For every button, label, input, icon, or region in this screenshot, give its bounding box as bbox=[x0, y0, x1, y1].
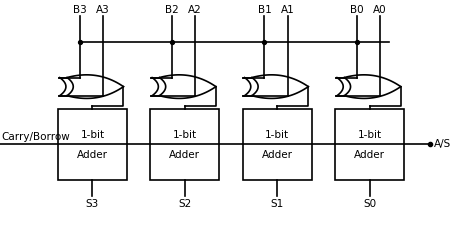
Text: Adder: Adder bbox=[77, 150, 108, 160]
Text: B3: B3 bbox=[73, 5, 87, 15]
Text: S1: S1 bbox=[271, 199, 284, 209]
Text: B0: B0 bbox=[350, 5, 364, 15]
Text: 1-bit: 1-bit bbox=[358, 130, 382, 140]
Text: 1-bit: 1-bit bbox=[173, 130, 197, 140]
Text: A2: A2 bbox=[188, 5, 202, 15]
Text: Adder: Adder bbox=[262, 150, 293, 160]
Bar bbox=[336, 109, 404, 180]
Text: 1-bit: 1-bit bbox=[265, 130, 289, 140]
Text: S2: S2 bbox=[178, 199, 191, 209]
Bar bbox=[58, 109, 127, 180]
Text: Adder: Adder bbox=[354, 150, 385, 160]
Text: S0: S0 bbox=[363, 199, 376, 209]
Text: Adder: Adder bbox=[169, 150, 201, 160]
Text: A0: A0 bbox=[374, 5, 387, 15]
Text: 1-bit: 1-bit bbox=[81, 130, 104, 140]
Text: A/S: A/S bbox=[434, 139, 451, 149]
Text: S3: S3 bbox=[86, 199, 99, 209]
Bar bbox=[243, 109, 311, 180]
Text: Carry/Borrow: Carry/Borrow bbox=[1, 132, 70, 142]
Text: B2: B2 bbox=[165, 5, 179, 15]
Bar bbox=[151, 109, 219, 180]
Text: A3: A3 bbox=[96, 5, 110, 15]
Text: A1: A1 bbox=[281, 5, 295, 15]
Text: B1: B1 bbox=[257, 5, 272, 15]
